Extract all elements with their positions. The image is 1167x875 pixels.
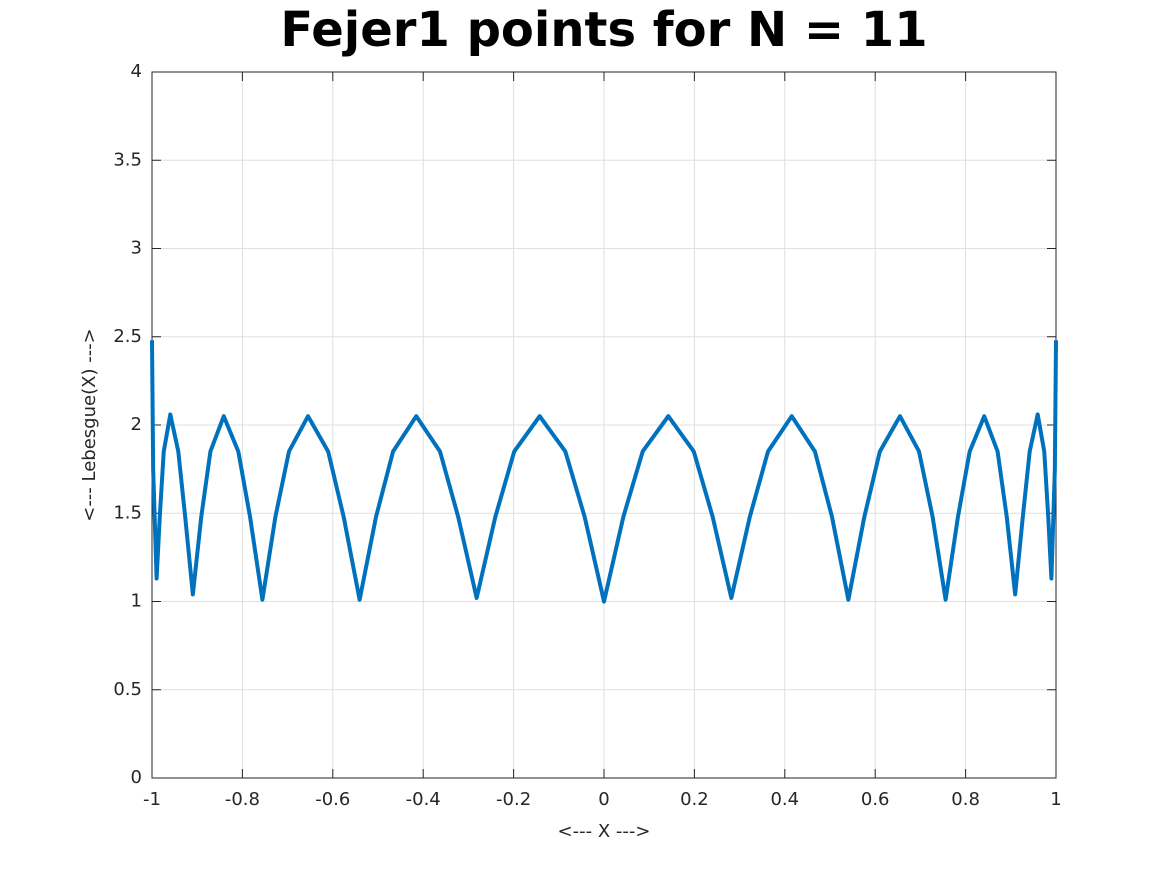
y-axis-label: <--- Lebesgue(X) ---> (79, 328, 100, 522)
y-tick-label: 3 (131, 238, 142, 259)
y-tick-label: 0 (131, 767, 142, 788)
x-tick-label: 0.4 (770, 789, 799, 810)
y-tick-label: 3.5 (113, 149, 142, 170)
y-tick-label: 1.5 (113, 502, 142, 523)
x-tick-label: -1 (143, 789, 161, 810)
y-tick-label: 1 (131, 591, 142, 612)
x-tick-label: 0.6 (861, 789, 890, 810)
y-tick-label: 0.5 (113, 679, 142, 700)
y-tick-label: 2.5 (113, 326, 142, 347)
x-tick-label: -0.4 (406, 789, 441, 810)
x-tick-label: 0.2 (680, 789, 709, 810)
x-tick-label: -0.8 (225, 789, 260, 810)
chart-title: Fejer1 points for N = 11 (280, 2, 927, 58)
x-tick-label: -0.2 (496, 789, 531, 810)
x-tick-label: 0.8 (951, 789, 980, 810)
y-tick-label: 2 (131, 414, 142, 435)
y-tick-label: 4 (131, 61, 142, 82)
data-line (150, 340, 1058, 604)
x-tick-label: -0.6 (315, 789, 350, 810)
x-tick-label: 1 (1050, 789, 1061, 810)
x-axis-label: <--- X ---> (558, 821, 651, 842)
x-tick-label: 0 (598, 789, 609, 810)
